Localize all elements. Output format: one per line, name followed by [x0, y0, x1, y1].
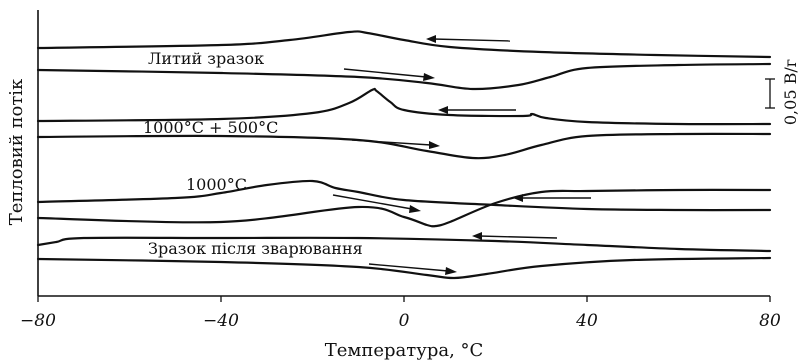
x-tick-label: 0	[399, 311, 410, 331]
curve-4-heating	[36, 132, 772, 160]
curve-5-cooling	[36, 179, 772, 212]
arrow-welded-heating	[368, 263, 457, 275]
x-ticks-group: −80 −40 0 40 80	[20, 296, 781, 331]
curves-group	[36, 30, 772, 280]
label-cast-sample: Литий зразок	[148, 49, 264, 68]
x-tick-label: 40	[575, 311, 598, 331]
arrow-cast-cooling	[426, 35, 511, 43]
curve-7-cooling	[36, 236, 772, 253]
curve-8-heating	[36, 256, 772, 280]
x-tick-label: 80	[759, 311, 781, 331]
curve-1-cooling	[36, 30, 772, 59]
curve-2-heating	[36, 62, 772, 91]
label-1000: 1000°С	[186, 175, 247, 194]
arrow-1000-500-cooling	[438, 106, 516, 114]
arrow-1000-cooling	[513, 194, 591, 202]
label-1000-500: 1000°С + 500°С	[143, 118, 278, 137]
arrow-1000-heating	[332, 194, 421, 213]
arrow-1000-500-heating	[351, 139, 440, 149]
scale-bar-label: 0,05 В/г	[781, 59, 800, 125]
x-tick-label: −80	[20, 311, 56, 331]
arrow-welded-cooling	[472, 232, 558, 240]
scale-bar	[765, 78, 775, 109]
arrow-cast-heating	[343, 68, 435, 81]
x-axis-label: Температура, °С	[325, 340, 484, 361]
label-welded-sample: Зразок після зварювання	[148, 239, 363, 258]
y-axis-label: Тепловий потік	[6, 78, 27, 225]
x-tick-label: −40	[203, 311, 239, 331]
curve-3-cooling	[36, 87, 772, 126]
curve-6-heating	[36, 188, 772, 228]
